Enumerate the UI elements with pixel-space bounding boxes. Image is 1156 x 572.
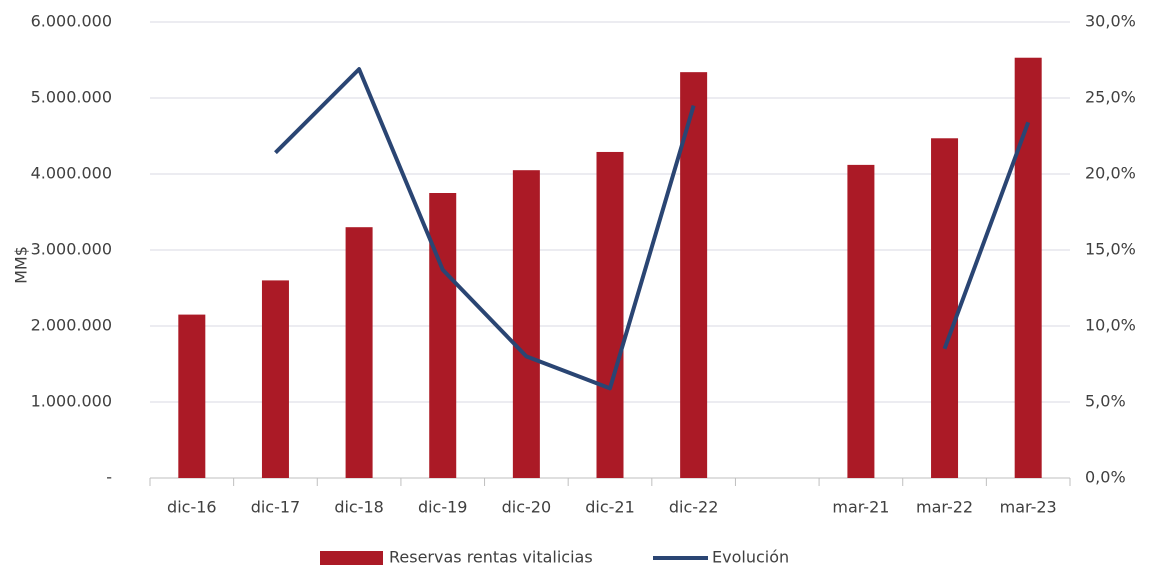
x-tick-label: dic-17 [251,498,301,517]
y2-tick-label: 10,0% [1085,316,1136,335]
y-axis-label: MM$ [12,246,31,284]
bar [1014,57,1042,478]
y-tick-label: 4.000.000 [31,164,112,183]
x-tick-label: mar-21 [832,498,889,517]
y2-tick-label: 25,0% [1085,88,1136,107]
bar [512,170,540,478]
y-tick-label: 5.000.000 [31,88,112,107]
y2-tick-label: 5,0% [1085,392,1126,411]
y-tick-label: 2.000.000 [31,316,112,335]
x-tick-label: dic-16 [167,498,217,517]
legend-label: Evolución [712,548,789,567]
legend-label: Reservas rentas vitalicias [389,548,593,567]
bar [178,314,206,478]
bar [596,151,624,478]
y2-tick-label: 15,0% [1085,240,1136,259]
x-tick-label: mar-22 [916,498,973,517]
y-tick-label: 1.000.000 [31,392,112,411]
bar [429,193,457,478]
y2-tick-label: 20,0% [1085,164,1136,183]
y2-tick-label: 0,0% [1085,468,1126,487]
x-tick-label: dic-19 [418,498,468,517]
x-tick-label: mar-23 [1000,498,1057,517]
legend-swatch [320,551,383,565]
bar [345,227,373,478]
y2-tick-label: 30,0% [1085,12,1136,31]
x-tick-label: dic-22 [669,498,719,517]
bar [261,280,289,478]
bar [931,138,959,478]
y-tick-label: 3.000.000 [31,240,112,259]
line [274,67,1031,391]
y-tick-label: 6.000.000 [31,12,112,31]
x-tick-label: dic-18 [334,498,384,517]
x-tick-label: dic-20 [502,498,552,517]
y-tick-label: - [106,468,112,487]
bar [847,164,875,478]
x-tick-label: dic-21 [585,498,635,517]
